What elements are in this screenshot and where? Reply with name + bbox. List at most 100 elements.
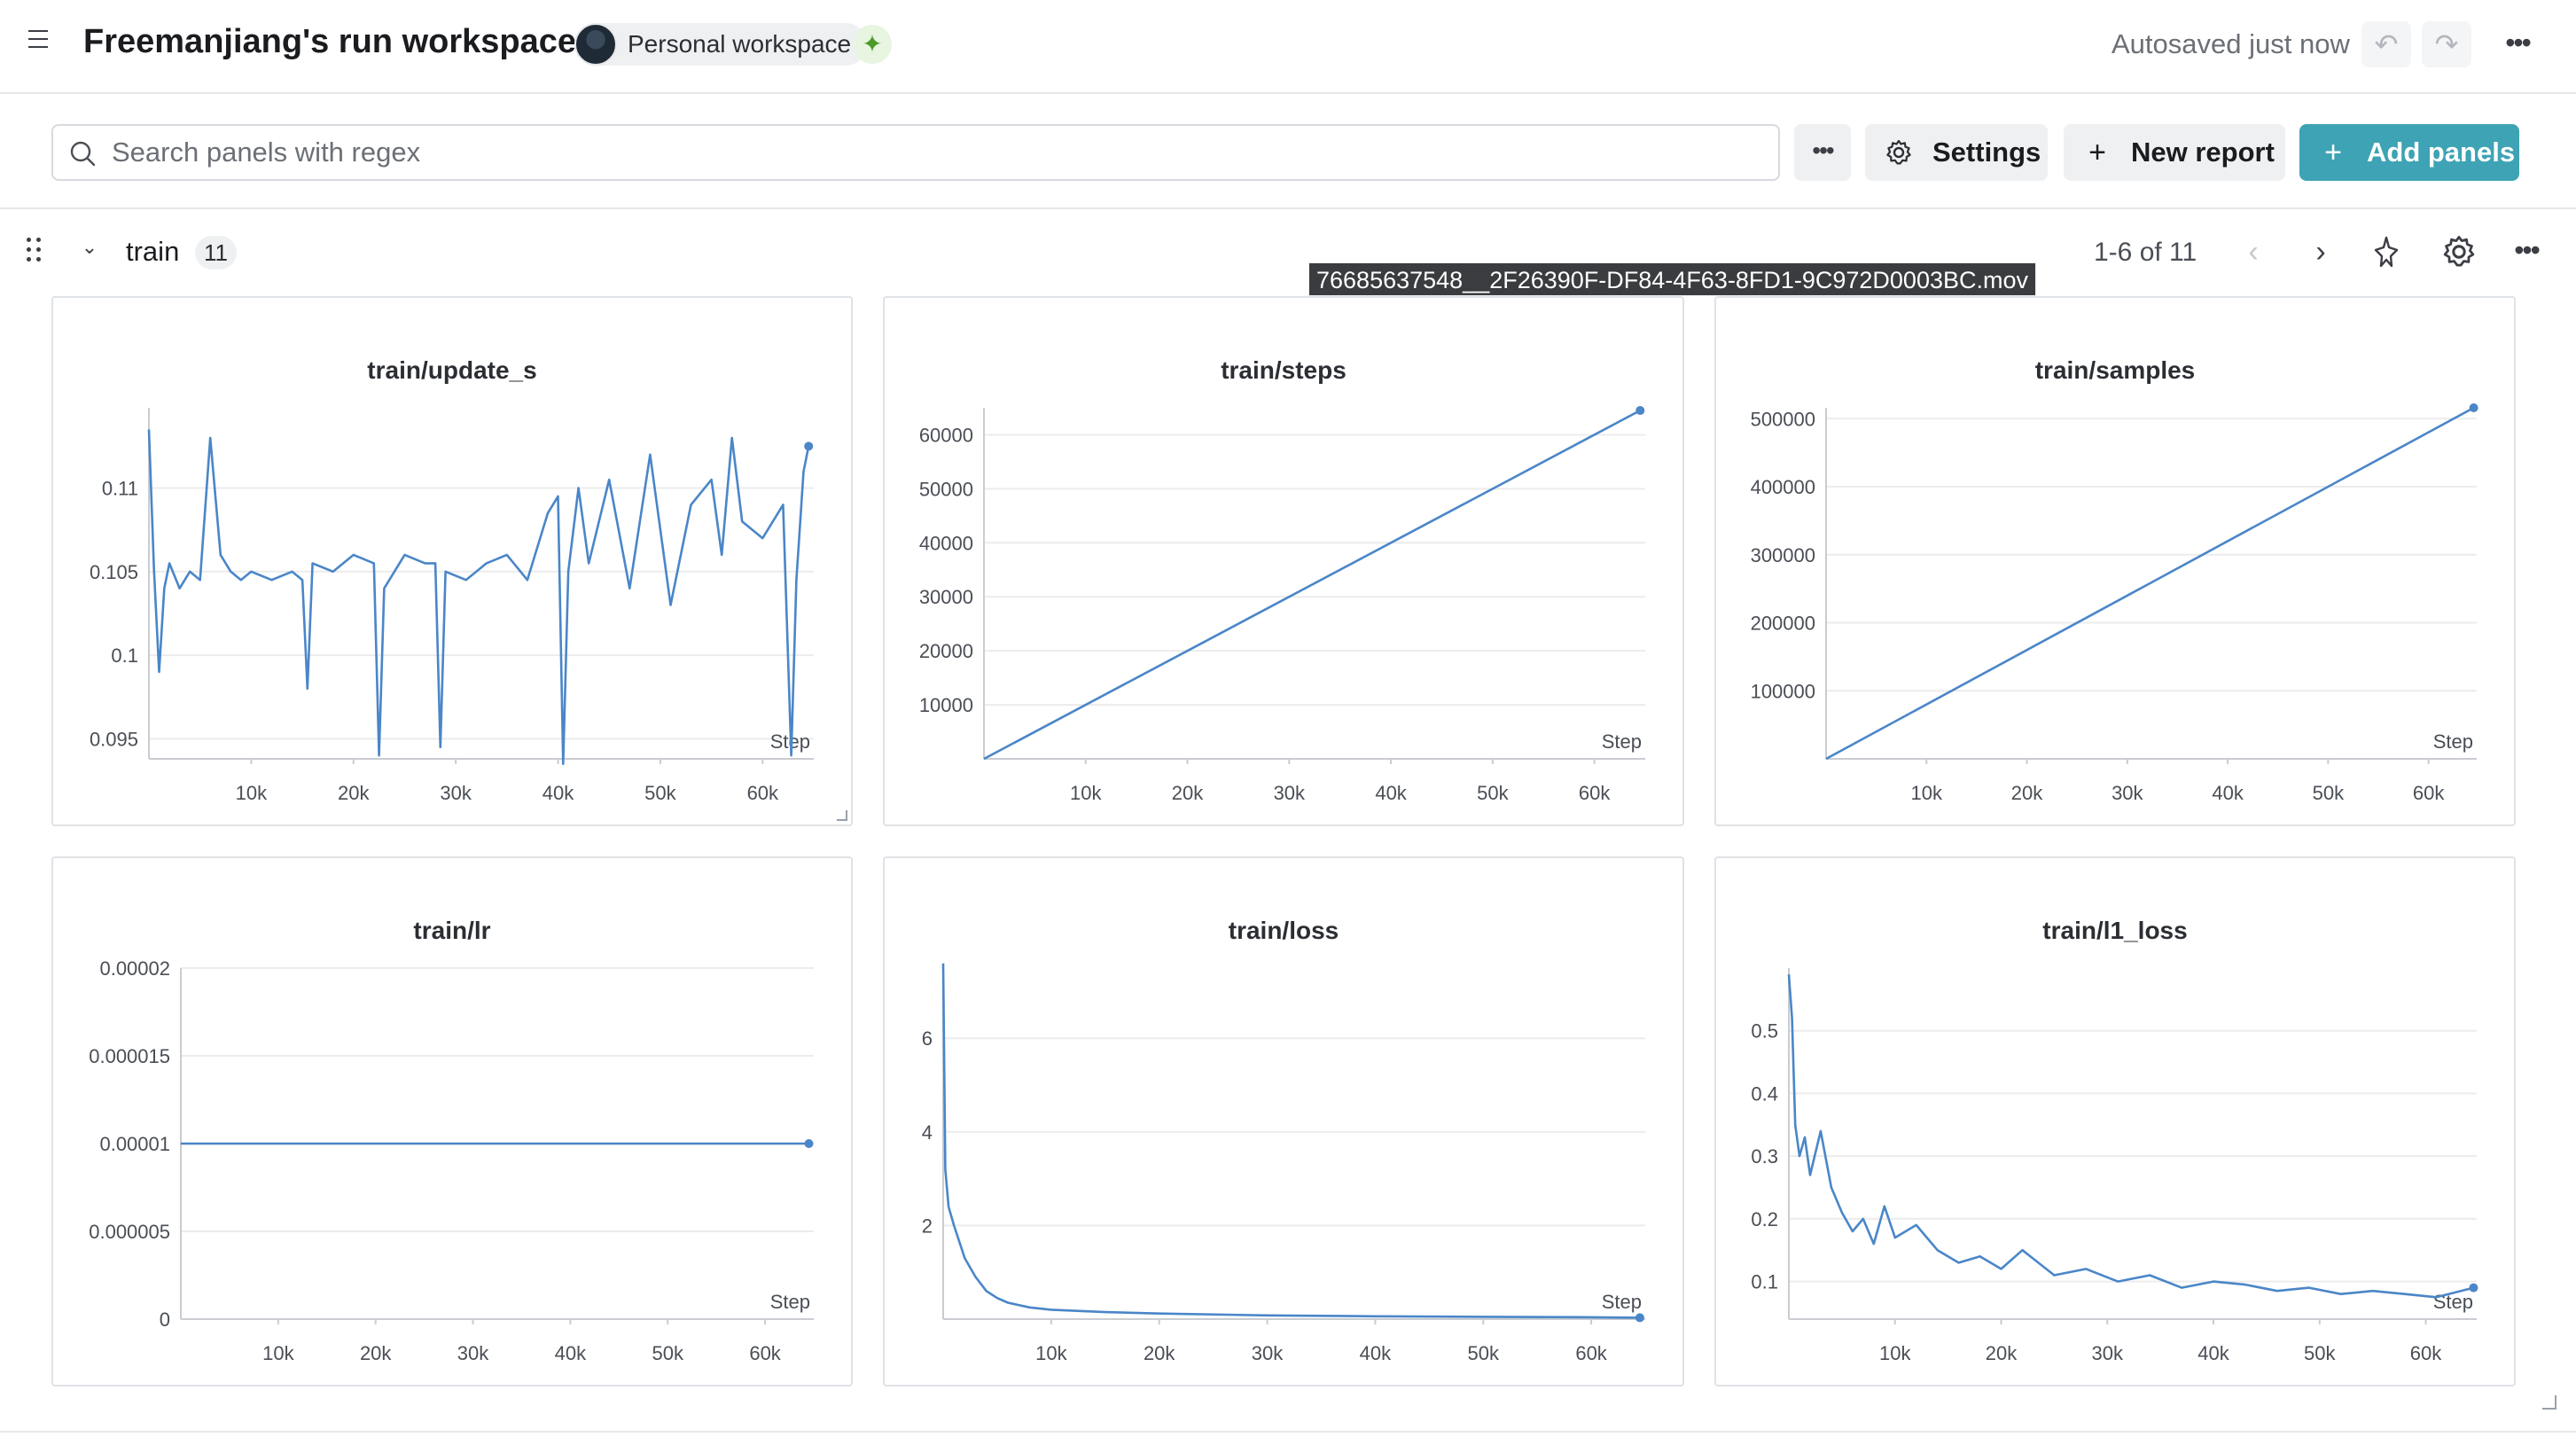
more-icon[interactable]: ••• (2505, 27, 2532, 59)
redo-icon[interactable]: ↷ (2422, 21, 2471, 67)
resize-handle[interactable] (837, 810, 847, 821)
x-tick-label: 50k (644, 782, 676, 804)
series-end-point (1635, 1313, 1644, 1323)
x-tick-label: 10k (1035, 1342, 1067, 1364)
gear-icon[interactable] (2439, 232, 2478, 271)
y-tick-label: 500000 (1751, 408, 1815, 430)
x-axis-label: Step (2433, 1291, 2473, 1313)
x-tick-label: 30k (2112, 782, 2143, 804)
sparkle-icon[interactable]: ✦ (853, 25, 892, 64)
x-tick-label: 60k (1579, 782, 1611, 804)
avatar[interactable] (574, 23, 617, 66)
panel-options-button[interactable]: ••• (1794, 124, 1851, 181)
search-icon (70, 141, 96, 167)
x-tick-label: 30k (1252, 1342, 1284, 1364)
chart-panel-l1-loss[interactable]: train/l1_loss 0.1 0.2 0.3 0.4 0.5 10k 20k 30k 40… (1714, 856, 2516, 1386)
series-line (941, 963, 1640, 1319)
x-tick-label: 10k (1070, 782, 1102, 804)
x-tick-label: 40k (2197, 1342, 2229, 1364)
top-bar: Freemanjiang's run workspace Personal wo… (0, 0, 2576, 94)
divider (0, 1431, 2576, 1433)
chart-title: train/lr (413, 917, 491, 944)
page-info: 1-6 of 11 (2094, 238, 2197, 267)
search-box[interactable] (51, 124, 1780, 181)
y-tick-label: 0.4 (1751, 1082, 1778, 1105)
settings-button[interactable]: Settings (1865, 124, 2048, 181)
y-tick-label: 0.000005 (89, 1221, 170, 1243)
x-tick-label: 20k (360, 1342, 392, 1364)
pin-icon[interactable] (2367, 232, 2406, 271)
x-tick-label: 60k (2410, 1342, 2442, 1364)
y-tick-label: 20000 (919, 640, 973, 662)
y-tick-label: 400000 (1751, 476, 1815, 498)
chart-panel-update-s[interactable]: train/update_s 0.095 0.1 0.105 0.11 10k 20k 30… (51, 296, 853, 826)
x-tick-label: 10k (236, 782, 268, 804)
series-line (1825, 406, 2475, 761)
x-tick-label: 20k (2011, 782, 2043, 804)
y-tick-label: 300000 (1751, 544, 1815, 566)
add-panels-label: Add panels (2367, 137, 2516, 168)
chevron-down-icon[interactable]: ⌄ (81, 236, 98, 258)
x-tick-label: 40k (1360, 1342, 1392, 1364)
y-tick-label: 0.105 (90, 561, 138, 583)
file-tooltip: 76685637548__2F26390F-DF84-4F63-8FD1-9C9… (1308, 262, 2036, 296)
y-tick-label: 0.3 (1751, 1145, 1778, 1168)
menu-icon[interactable] (28, 30, 53, 55)
x-tick-label: 40k (543, 782, 574, 804)
x-tick-label: 40k (2212, 782, 2244, 804)
more-icon[interactable]: ••• (2514, 234, 2541, 266)
x-tick-label: 10k (1879, 1342, 1911, 1364)
chevron-left-icon[interactable]: ‹ (2248, 235, 2259, 269)
x-tick-label: 50k (2313, 782, 2345, 804)
plus-icon: + (2324, 136, 2342, 169)
y-tick-label: 0.5 (1751, 1020, 1778, 1043)
workspace-badge[interactable]: Personal workspace (574, 23, 868, 66)
chevron-right-icon[interactable]: › (2315, 235, 2326, 269)
chart-panel-lr[interactable]: train/lr 0 0.000005 0.00001 0.000015 0.00002… (51, 856, 853, 1386)
search-input[interactable] (112, 135, 1760, 170)
chart-title: train/l1_loss (2042, 917, 2188, 944)
undo-icon[interactable]: ↶ (2361, 21, 2411, 67)
series-end-point (804, 441, 814, 451)
x-tick-label: 20k (1986, 1342, 2018, 1364)
y-tick-label: 2 (922, 1215, 933, 1237)
x-axis-label: Step (2433, 730, 2473, 753)
x-axis-label: Step (1602, 1291, 1642, 1313)
x-tick-label: 50k (1467, 1342, 1499, 1364)
y-tick-label: 50000 (919, 478, 973, 500)
series-line (147, 429, 810, 766)
chart-panel-steps[interactable]: train/steps 10000 20000 30000 40000 50000 600… (883, 296, 1684, 826)
x-tick-label: 60k (747, 782, 779, 804)
workspace-title: Freemanjiang's run workspace (83, 23, 577, 60)
chart-title: train/update_s (367, 356, 537, 384)
x-tick-label: 30k (2092, 1342, 2124, 1364)
y-tick-label: 10000 (919, 694, 973, 716)
series-end-point (1635, 406, 1645, 416)
chart-title: train/samples (2034, 356, 2196, 384)
chart-svg: 2 4 6 10k 20k 30k 40k 50k 60k Step (922, 963, 1645, 1364)
chart-panel-samples[interactable]: train/samples 100000 200000 300000 400000 50… (1714, 296, 2516, 826)
y-tick-label: 0.1 (111, 644, 138, 667)
new-report-button[interactable]: + New report (2064, 124, 2285, 181)
chart-title: train/steps (1221, 356, 1347, 384)
y-tick-label: 0 (160, 1308, 170, 1331)
resize-handle[interactable] (2542, 1395, 2556, 1410)
x-tick-label: 20k (1172, 782, 1204, 804)
section-title[interactable]: train (126, 236, 180, 267)
y-tick-label: 60000 (919, 424, 973, 446)
x-tick-label: 30k (457, 1342, 489, 1364)
y-tick-label: 0.00001 (99, 1133, 170, 1155)
y-tick-label: 0.11 (102, 478, 138, 500)
section-header: ⌄ train 11 1-6 of 11 ‹ › ••• (0, 211, 2576, 294)
x-tick-label: 10k (262, 1342, 294, 1364)
series-line (983, 409, 1641, 761)
x-tick-label: 60k (2413, 782, 2445, 804)
x-axis-label: Step (770, 1291, 810, 1313)
y-tick-label: 0.000015 (89, 1045, 170, 1067)
x-tick-label: 40k (555, 1342, 587, 1364)
gear-icon (1886, 139, 1911, 165)
y-tick-label: 200000 (1751, 613, 1815, 635)
chart-panel-loss[interactable]: train/loss 2 4 6 10k 20k 30k 40k 50k 60k Step (883, 856, 1684, 1386)
drag-handle-icon[interactable] (27, 238, 44, 262)
add-panels-button[interactable]: + Add panels (2299, 124, 2519, 181)
